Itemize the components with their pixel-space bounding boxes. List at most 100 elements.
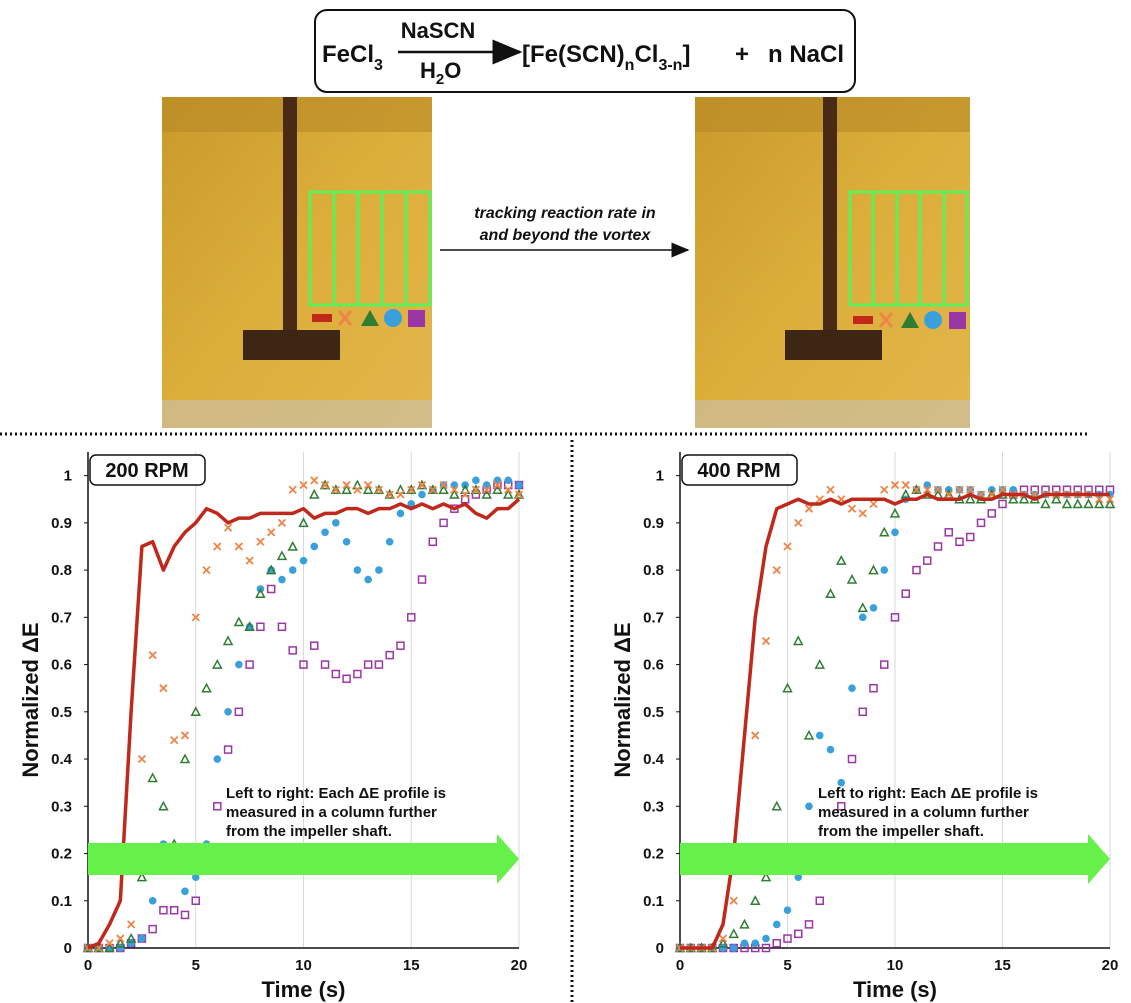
marker-square xyxy=(256,622,265,632)
marker-square xyxy=(234,707,244,717)
marker-x xyxy=(826,485,835,494)
marker-triangle xyxy=(1051,493,1062,504)
marker-square xyxy=(869,683,878,693)
chart: 0 5 10 15 20 0 0.1 0.2 0.3 0.4 0.5 0.6 0.7 0.8 0.9 1 400… xyxy=(610,452,1118,1002)
marker-square xyxy=(976,518,986,528)
y-tick-label: 0.2 xyxy=(51,846,72,863)
marker-x xyxy=(148,650,157,660)
marker-x xyxy=(320,480,330,490)
marker-triangle xyxy=(179,753,191,764)
marker-triangle xyxy=(1018,493,1030,504)
series-line xyxy=(680,492,1110,950)
marker-circle xyxy=(740,939,749,948)
y-tick-label: 0.6 xyxy=(643,657,664,674)
marker-circle xyxy=(891,528,899,537)
y-tick-label: 0 xyxy=(656,940,664,957)
arrow-label: and beyond the vortex xyxy=(480,227,652,244)
marker-triangle xyxy=(889,507,901,518)
marker-x xyxy=(385,490,394,499)
y-tick-label: 0.3 xyxy=(643,798,664,815)
y-tick-label: 0.3 xyxy=(51,798,72,815)
marker-square xyxy=(245,660,254,669)
marker-square xyxy=(363,660,373,669)
marker-triangle xyxy=(212,658,223,669)
marker-square xyxy=(804,920,814,929)
marker-triangle xyxy=(879,526,890,537)
y-tick-label: 0.4 xyxy=(643,751,665,768)
y-tick-label: 0.1 xyxy=(51,893,72,910)
series-line xyxy=(87,497,521,950)
y-tick-label: 1 xyxy=(64,468,72,485)
marker-triangle xyxy=(728,928,739,939)
marker-square xyxy=(191,896,200,906)
marker-circle xyxy=(288,566,297,574)
marker-circle xyxy=(332,519,340,527)
marker-circle xyxy=(815,731,824,740)
marker-circle xyxy=(848,684,856,692)
reaction-scheme: FeCl3 NaSCN H2O [Fe(SCN)nCl3-n] + n NaCl xyxy=(314,9,856,93)
marker-triangle xyxy=(502,488,514,499)
marker-square xyxy=(858,707,867,717)
marker-x xyxy=(729,896,738,905)
y-tick-label: 0.7 xyxy=(51,609,72,626)
marker-square xyxy=(374,660,384,669)
marker-circle xyxy=(772,920,781,929)
x-tick-label: 0 xyxy=(676,957,684,974)
solvent: H2O xyxy=(420,58,461,88)
marker-triangle xyxy=(158,800,169,811)
marker-x xyxy=(869,499,878,509)
marker-square xyxy=(148,924,157,934)
x-tick-label: 20 xyxy=(1102,957,1119,974)
marker-square xyxy=(213,802,222,811)
marker-triangle xyxy=(276,550,288,561)
marker-triangle xyxy=(319,479,331,490)
annotation: from the impeller shaft. xyxy=(818,823,984,840)
marker-x xyxy=(880,485,889,494)
marker-circle xyxy=(794,873,803,881)
annotation: Left to right: Each ΔE profile is xyxy=(226,785,446,802)
marker-square xyxy=(987,509,996,518)
marker-circle xyxy=(858,613,867,622)
marker-x xyxy=(450,485,459,494)
product-sub: 3-n xyxy=(658,57,682,74)
marker-triangle xyxy=(255,588,266,598)
marker-triangle xyxy=(298,517,309,528)
y-tick-label: 0.8 xyxy=(51,562,72,579)
marker-x xyxy=(267,528,276,537)
marker-square xyxy=(847,754,857,764)
marker-x xyxy=(116,934,125,943)
x-tick-label: 10 xyxy=(295,957,312,974)
chart: 0 5 10 15 20 0 0.1 0.2 0.3 0.4 0.5 0.6 0.7 0.8 0.9 1 200… xyxy=(18,452,527,1002)
marker-x xyxy=(105,939,114,948)
solvent-text: H xyxy=(420,58,436,83)
marker-circle xyxy=(880,566,889,574)
marker-x xyxy=(761,636,771,646)
marker-triangle xyxy=(341,484,352,495)
product-sub: n xyxy=(625,57,635,74)
marker-triangle xyxy=(965,493,976,504)
y-tick-label: 0.9 xyxy=(643,515,664,532)
marker-square xyxy=(353,669,362,679)
marker-x xyxy=(407,485,416,494)
y-tick-label: 0.2 xyxy=(643,846,664,863)
marker-triangle xyxy=(1094,498,1105,509)
marker-triangle xyxy=(384,488,395,499)
marker-triangle xyxy=(760,871,772,882)
marker-circle xyxy=(805,802,813,811)
marker-triangle xyxy=(717,937,729,948)
marker-x xyxy=(310,476,319,485)
marker-triangle xyxy=(373,484,385,495)
chart-title: 200 RPM xyxy=(105,460,188,482)
marker-circle xyxy=(342,537,351,546)
marker-triangle xyxy=(125,932,137,943)
marker-square xyxy=(159,905,168,915)
marker-triangle xyxy=(438,484,449,495)
marker-square xyxy=(815,896,824,906)
marker-x xyxy=(460,490,470,499)
x-tick-label: 5 xyxy=(192,957,200,974)
marker-triangle xyxy=(782,682,793,693)
marker-square xyxy=(955,537,964,547)
marker-x xyxy=(944,490,953,499)
marker-circle xyxy=(224,708,232,716)
marker-circle xyxy=(515,481,523,489)
